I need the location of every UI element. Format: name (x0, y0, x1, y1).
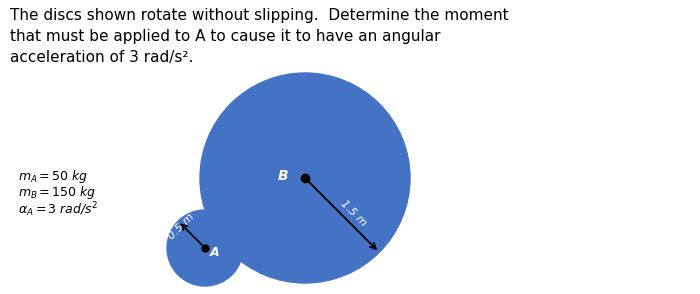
Text: $\alpha_A = 3$ rad/s$^2$: $\alpha_A = 3$ rad/s$^2$ (18, 200, 98, 219)
Text: 0.5 m: 0.5 m (166, 212, 196, 242)
Circle shape (167, 210, 243, 286)
Text: A: A (210, 245, 220, 258)
Text: $m_B = 150$ kg: $m_B = 150$ kg (18, 184, 97, 201)
Text: $m_A = 50$ kg: $m_A = 50$ kg (18, 168, 88, 185)
Text: The discs shown rotate without slipping.  Determine the moment
that must be appl: The discs shown rotate without slipping.… (10, 8, 509, 65)
Circle shape (200, 73, 410, 283)
Text: B: B (278, 169, 288, 183)
Text: 1.5 m: 1.5 m (339, 198, 369, 228)
